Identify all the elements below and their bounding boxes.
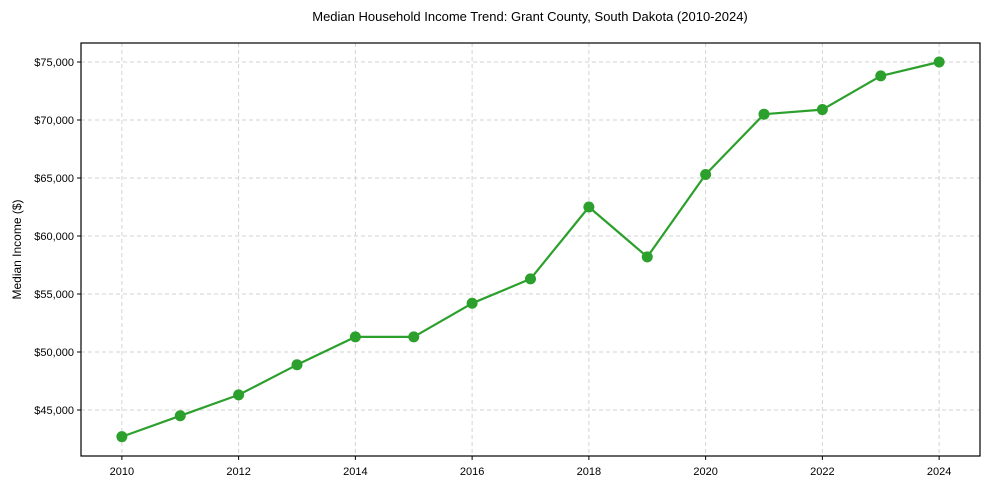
y-tick-label: $65,000 bbox=[34, 173, 74, 185]
x-tick-label: 2018 bbox=[577, 466, 601, 478]
data-point-marker bbox=[174, 410, 186, 422]
data-point-marker bbox=[875, 70, 887, 82]
y-tick-label: $50,000 bbox=[34, 347, 74, 359]
y-axis: $45,000 $50,000 $55,000 $60,000 $65,000 $70,0… bbox=[34, 57, 81, 417]
x-tick-label: 2024 bbox=[927, 466, 951, 478]
y-tick-label: $45,000 bbox=[34, 405, 74, 417]
x-axis: 2010 2012 2014 2016 2018 2020 2022 2024 bbox=[110, 456, 951, 478]
data-point-marker bbox=[116, 431, 128, 443]
grid-lines bbox=[81, 43, 980, 456]
data-point-marker bbox=[758, 108, 770, 120]
data-point-marker bbox=[233, 389, 245, 401]
x-tick-label: 2010 bbox=[110, 466, 134, 478]
x-tick-label: 2014 bbox=[343, 466, 367, 478]
data-point-marker bbox=[641, 251, 653, 263]
data-point-marker bbox=[816, 104, 828, 116]
plot-area-frame bbox=[80, 42, 981, 457]
x-tick-label: 2016 bbox=[460, 466, 484, 478]
y-tick-label: $75,000 bbox=[34, 57, 74, 69]
data-series bbox=[116, 56, 945, 443]
data-point-marker bbox=[933, 56, 945, 68]
y-axis-label: Median Income ($) bbox=[10, 199, 24, 299]
data-point-marker bbox=[349, 331, 361, 343]
y-tick-label: $70,000 bbox=[34, 115, 74, 127]
data-point-marker bbox=[525, 273, 536, 285]
chart-title: Median Household Income Trend: Grant Cou… bbox=[312, 9, 748, 24]
data-point-marker bbox=[583, 201, 595, 213]
x-tick-label: 2012 bbox=[226, 466, 250, 478]
y-tick-label: $55,000 bbox=[34, 289, 74, 301]
x-tick-label: 2020 bbox=[693, 466, 717, 478]
data-point-marker bbox=[700, 169, 712, 181]
x-tick-label: 2022 bbox=[810, 466, 834, 478]
data-point-marker bbox=[408, 331, 420, 343]
data-point-marker bbox=[291, 359, 303, 371]
series-line bbox=[121, 60, 940, 438]
y-tick-label: $60,000 bbox=[34, 231, 74, 243]
data-point-marker bbox=[466, 297, 478, 309]
